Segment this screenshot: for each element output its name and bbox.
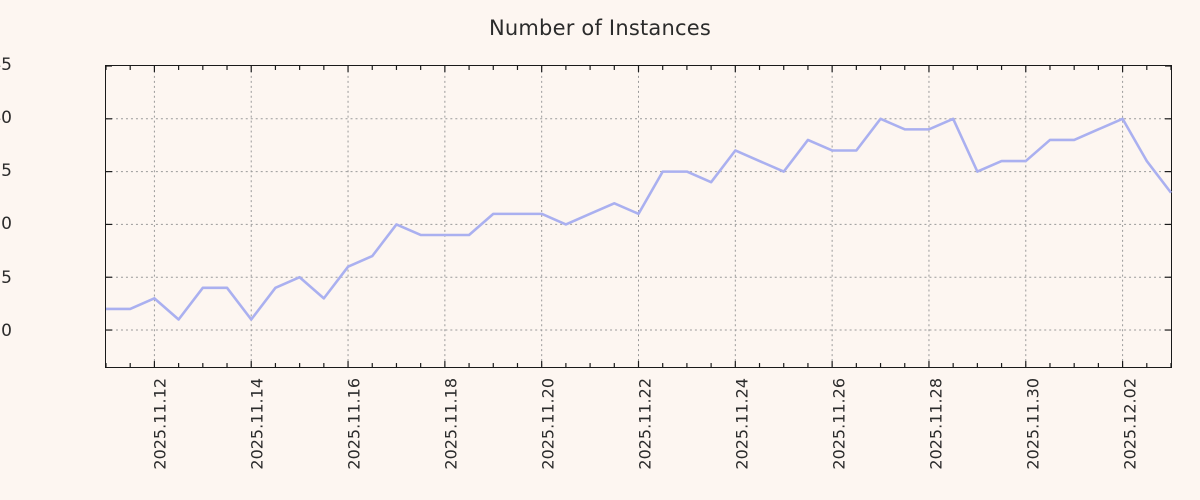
x-axis-tick-label: 2025.11.20 <box>538 378 557 470</box>
x-axis-tick-label: 2025.11.26 <box>829 378 848 470</box>
chart-title: Number of Instances <box>488 16 711 40</box>
x-axis-tick-label: 2025.11.16 <box>344 378 363 470</box>
plot-area <box>105 65 1173 368</box>
x-axis-tick-label: 2025.11.14 <box>247 378 266 470</box>
y-axis-tick-label: 1920 <box>0 320 12 341</box>
y-axis-tick-label: 1925 <box>0 267 12 288</box>
y-axis-tick-label: 1930 <box>0 214 12 235</box>
y-axis-tick-labels: 1920 1925 1930 1935 1940 1945 <box>0 55 1200 368</box>
y-axis-tick-label: 1940 <box>0 108 12 129</box>
x-axis-tick-labels: 2025.11.12 2025.11.14 2025.11.16 2025.11.18… <box>105 378 1172 498</box>
series-line-number-of-instances <box>106 117 1173 321</box>
data-series-line <box>106 117 1173 321</box>
x-axis-tick-label: 2025.11.12 <box>150 378 169 470</box>
x-axis-tick-label: 2025.12.02 <box>1120 378 1139 470</box>
x-axis-tick-label: 2025.11.24 <box>732 378 751 470</box>
x-axis-tick-label: 2025.11.28 <box>926 378 945 470</box>
x-axis-tick-label: 2025.11.22 <box>635 378 654 470</box>
x-axis-tick-label: 2025.11.30 <box>1023 378 1042 470</box>
y-axis-tick-label: 1935 <box>0 161 12 182</box>
x-axis-tick-label: 2025.11.18 <box>441 378 460 470</box>
y-axis-tick-label: 1945 <box>0 55 12 75</box>
grid-lines <box>105 65 1172 367</box>
